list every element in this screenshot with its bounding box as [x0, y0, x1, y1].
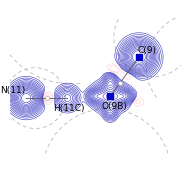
Text: N(11): N(11)	[0, 86, 25, 95]
Text: O(9B): O(9B)	[102, 102, 128, 111]
Text: C(9): C(9)	[137, 46, 156, 55]
Text: H(11C): H(11C)	[53, 104, 85, 113]
